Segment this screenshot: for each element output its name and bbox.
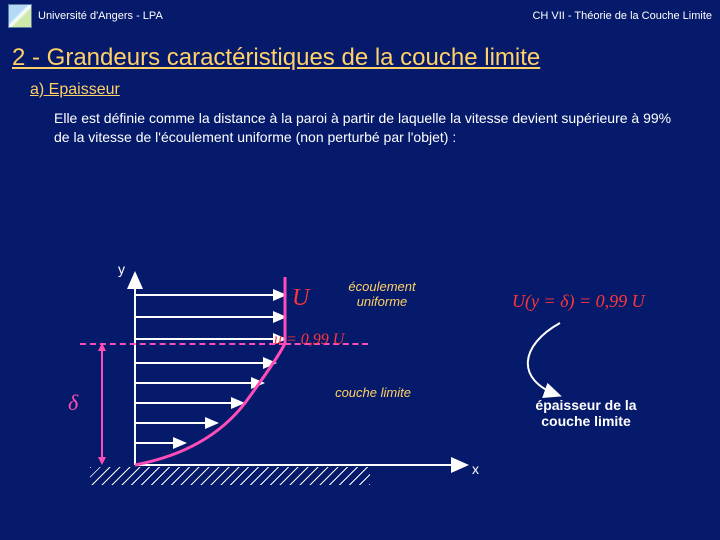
chapter-title: CH VII - Théorie de la Couche Limite (532, 10, 712, 22)
wall-hatch (90, 467, 370, 485)
caption-l1: épaisseur de la (535, 397, 636, 413)
thickness-formula: U(y = δ) = 0,99 U (512, 291, 645, 312)
uniform-flow-l1: écoulement (348, 279, 415, 294)
free-stream-u: U (292, 285, 309, 312)
boundary-layer-diagram: y x δ U (60, 255, 680, 515)
delta-symbol: δ (68, 390, 78, 416)
slide-header: Université d'Angers - LPA CH VII - Théor… (0, 0, 720, 32)
university-logo-icon (8, 4, 32, 28)
dashed-y-delta-line (80, 343, 285, 345)
definition-paragraph: Elle est définie comme la distance à la … (0, 99, 720, 151)
thickness-caption: épaisseur de la couche limite (506, 397, 666, 429)
u-equals-formula: u = 0,99 U (274, 331, 344, 349)
uniform-flow-label: écoulement uniforme (332, 279, 432, 309)
subsection-a: a) Epaisseur (0, 79, 720, 99)
boundary-layer-label: couche limite (318, 385, 428, 400)
header-left: Université d'Angers - LPA (8, 4, 163, 28)
uniform-flow-l2: uniforme (357, 294, 408, 309)
section-title: 2 - Grandeurs caractéristiques de la cou… (0, 32, 720, 79)
university-name: Université d'Angers - LPA (38, 10, 163, 22)
slide: Université d'Angers - LPA CH VII - Théor… (0, 0, 720, 540)
caption-l2: couche limite (541, 413, 630, 429)
